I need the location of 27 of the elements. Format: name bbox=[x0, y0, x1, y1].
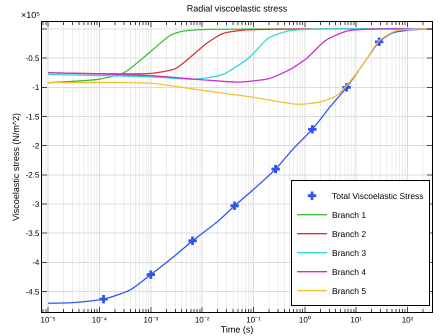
y-tick-label: -3 bbox=[32, 200, 40, 209]
x-tick-label: 10² bbox=[402, 316, 414, 325]
chart-title: Radial viscoelastic stress bbox=[186, 3, 288, 14]
x-tick-label: 10⁰ bbox=[298, 316, 311, 325]
y-tick-label: -4 bbox=[32, 258, 40, 268]
y-tick-label: -2 bbox=[32, 142, 40, 150]
y-tick-label: -1 bbox=[32, 83, 40, 92]
y-tick-label: -3.5 bbox=[26, 229, 40, 238]
legend-label: Branch 4 bbox=[332, 267, 366, 278]
legend-label: Branch 1 bbox=[332, 210, 366, 220]
x-tick-label: 10⁻⁵ bbox=[40, 316, 56, 325]
x-tick-label: 10⁻² bbox=[194, 316, 210, 325]
y-tick-label: -0.5 bbox=[26, 54, 40, 63]
x-axis-title: Time (s) bbox=[220, 324, 254, 335]
y-tick-label: -1.5 bbox=[26, 112, 40, 122]
legend-label: Branch 2 bbox=[332, 229, 366, 240]
text: ×10⁵ bbox=[21, 10, 40, 20]
legend-label: Branch 5 bbox=[332, 286, 366, 296]
legend-label: Total Viscoelastic Stress bbox=[332, 191, 424, 202]
x-tick-label: 10¹ bbox=[350, 316, 362, 325]
y-tick-label: -4.5 bbox=[26, 287, 40, 296]
legend-label: Branch 3 bbox=[332, 248, 366, 258]
x-tick-label: 10⁻¹ bbox=[246, 316, 262, 325]
x-tick-label: 10⁻³ bbox=[144, 316, 158, 325]
y-tick-label: -2.5 bbox=[26, 170, 40, 180]
y-axis-title: Viscoelastic stress (N/m^2) bbox=[10, 112, 21, 222]
x-tick-label: 10⁻⁴ bbox=[92, 316, 108, 325]
